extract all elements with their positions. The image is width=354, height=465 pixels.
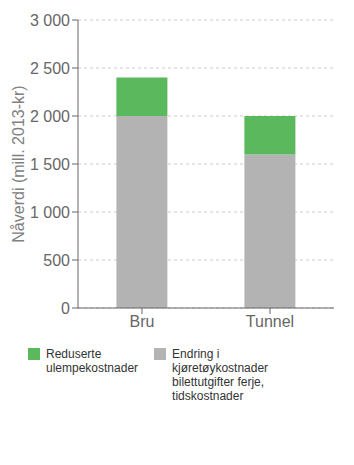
svg-text:Bru: Bru	[130, 313, 155, 330]
html-text:Endring i kjøretøykostnader bi: Endring i kjøretøykostnader bilettutgift…	[172, 347, 269, 403]
svg-text:2 000: 2 000	[30, 108, 70, 125]
html-text:Reduserte ulempekostnader: Reduserte ulempekostnader	[46, 347, 139, 375]
svg-text:3 000: 3 000	[30, 12, 70, 29]
svg-text:Tunnel: Tunnel	[246, 313, 294, 330]
svg-text:2 500: 2 500	[30, 60, 70, 77]
svg-text:0: 0	[61, 300, 70, 317]
svg-text:500: 500	[43, 252, 70, 269]
svg-text:1 500: 1 500	[30, 156, 70, 173]
svg-text:Nåverdi (mill. 2013-kr): Nåverdi (mill. 2013-kr)	[10, 85, 27, 242]
svg-text:1 000: 1 000	[30, 204, 70, 221]
